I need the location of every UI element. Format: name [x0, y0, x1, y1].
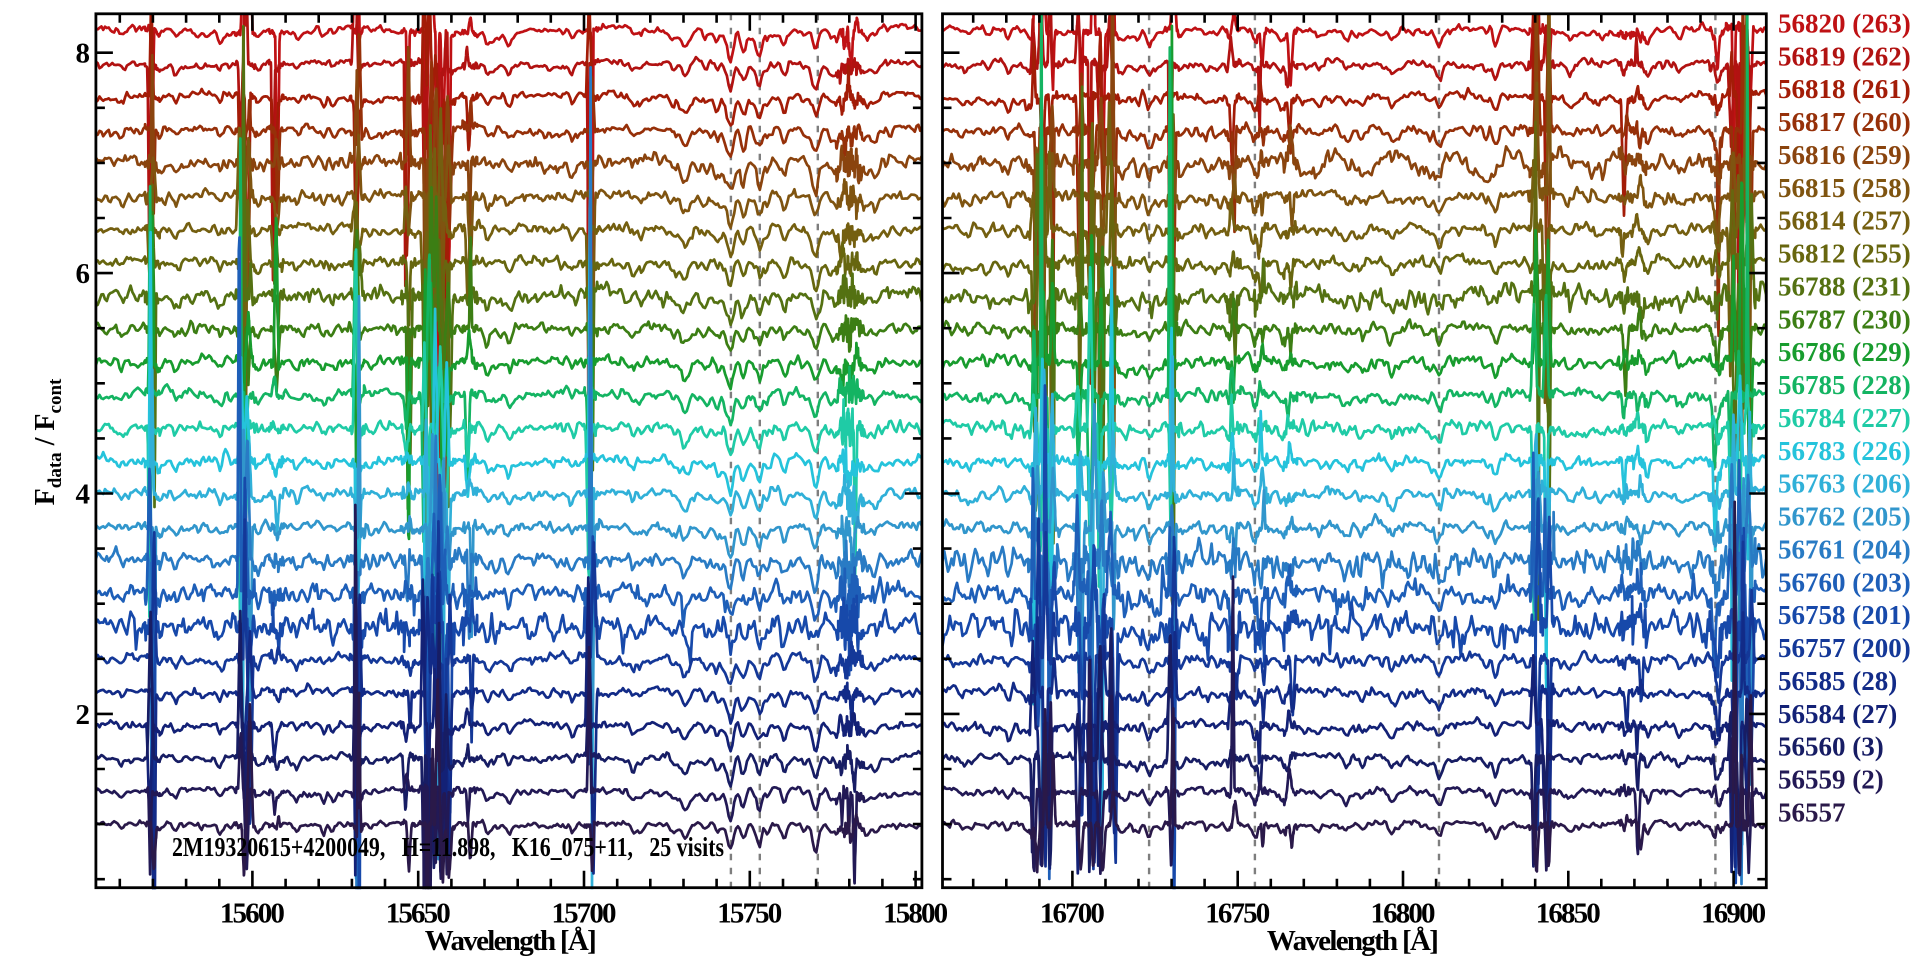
svg-text:15800: 15800 — [883, 898, 948, 930]
svg-text:56559 (2): 56559 (2) — [1778, 765, 1884, 795]
svg-text:56557: 56557 — [1778, 797, 1846, 827]
svg-text:4: 4 — [76, 479, 91, 511]
svg-text:56820 (263): 56820 (263) — [1778, 9, 1911, 39]
svg-text:56787 (230): 56787 (230) — [1778, 304, 1911, 334]
svg-text:56761 (204): 56761 (204) — [1778, 534, 1911, 564]
svg-text:6: 6 — [76, 258, 91, 290]
svg-text:56812 (255): 56812 (255) — [1778, 239, 1911, 269]
svg-text:16800: 16800 — [1371, 898, 1436, 930]
svg-text:16750: 16750 — [1205, 898, 1270, 930]
svg-text:15750: 15750 — [717, 898, 782, 930]
svg-text:15700: 15700 — [552, 898, 617, 930]
svg-text:56763 (206): 56763 (206) — [1778, 469, 1911, 499]
svg-text:56758 (201): 56758 (201) — [1778, 600, 1911, 630]
svg-text:56762 (205): 56762 (205) — [1778, 502, 1911, 532]
svg-text:56760 (203): 56760 (203) — [1778, 567, 1911, 597]
svg-text:15650: 15650 — [386, 898, 451, 930]
svg-text:16700: 16700 — [1040, 898, 1105, 930]
svg-text:8: 8 — [76, 38, 91, 70]
svg-text:56788 (231): 56788 (231) — [1778, 272, 1911, 302]
svg-text:Wavelength [Å]: Wavelength [Å] — [1267, 925, 1439, 957]
svg-text:2: 2 — [76, 699, 91, 731]
svg-text:56585 (28): 56585 (28) — [1778, 666, 1897, 696]
svg-text:2M19320615+4200049, H=11.898: 2M19320615+4200049, H=11.898, K16_075+11… — [172, 832, 724, 862]
svg-text:56814 (257): 56814 (257) — [1778, 206, 1911, 236]
svg-text:56560 (3): 56560 (3) — [1778, 732, 1884, 762]
svg-text:56817 (260): 56817 (260) — [1778, 107, 1911, 137]
svg-text:56816 (259): 56816 (259) — [1778, 140, 1911, 170]
svg-text:56584 (27): 56584 (27) — [1778, 699, 1897, 729]
svg-text:Wavelength [Å]: Wavelength [Å] — [425, 925, 597, 957]
svg-text:56815 (258): 56815 (258) — [1778, 173, 1911, 203]
svg-text:56785 (228): 56785 (228) — [1778, 370, 1911, 400]
svg-text:56786 (229): 56786 (229) — [1778, 337, 1911, 367]
svg-text:56784 (227): 56784 (227) — [1778, 403, 1911, 433]
svg-text:56818 (261): 56818 (261) — [1778, 74, 1911, 104]
svg-text:15600: 15600 — [220, 898, 285, 930]
svg-text:16900: 16900 — [1701, 898, 1766, 930]
svg-text:56819 (262): 56819 (262) — [1778, 41, 1911, 71]
svg-text:56757 (200): 56757 (200) — [1778, 633, 1911, 663]
svg-text:56783 (226): 56783 (226) — [1778, 436, 1911, 466]
svg-text:16850: 16850 — [1536, 898, 1601, 930]
